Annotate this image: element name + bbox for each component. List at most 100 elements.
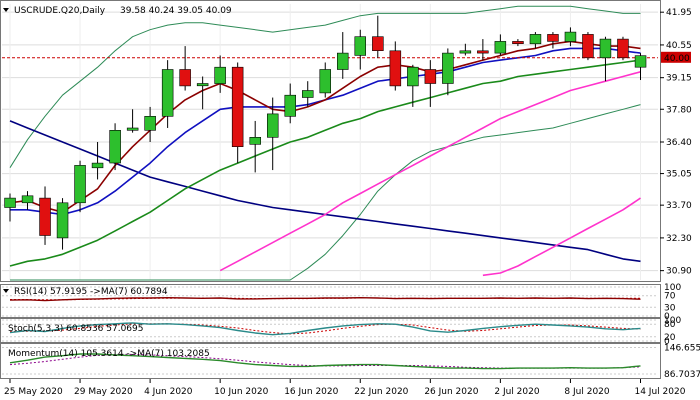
time-axis-tick-label: 8 Jul 2020 — [564, 387, 609, 397]
price-axis-tick-label: 37.80 — [666, 105, 692, 115]
stochastic-main-line — [9, 322, 641, 336]
symbol-dropdown-icon — [3, 8, 9, 12]
bearish-candle — [617, 38, 629, 59]
rsi-label: RSI(14) 57.9195 ->MA(7) 60.7894 — [14, 287, 168, 297]
rsi-pane-frame — [0, 284, 661, 318]
price-axis-tick-label: 36.40 — [666, 138, 692, 148]
upper-band-line — [9, 5, 641, 168]
bearish-candle — [39, 197, 51, 236]
bearish-candle — [547, 34, 559, 42]
current-price-tag-box — [661, 51, 691, 63]
bullish-candle — [494, 41, 507, 54]
time-axis-tick-label: 4 Jun 2020 — [144, 387, 193, 397]
bullish-candle — [354, 36, 366, 56]
magenta-short-ma-line — [482, 197, 641, 277]
bullish-candle — [319, 69, 331, 94]
bearish-candle — [372, 36, 384, 52]
bullish-candle — [634, 55, 647, 68]
bullish-candle — [214, 66, 226, 84]
stochastic-label: Stoch(5,3,3) 60.8536 57.0695 — [8, 324, 143, 334]
bullish-candle — [284, 94, 296, 117]
stochastic-axis-tick-label: 80 — [664, 320, 676, 330]
price-grid — [2, 4, 658, 280]
rsi-axis-tick-label: 0 — [664, 312, 670, 322]
bullish-candle — [529, 34, 542, 45]
time-axis-tick-label: 2 Jul 2020 — [494, 387, 539, 397]
bullish-candle — [407, 66, 419, 87]
bullish-candle — [336, 52, 349, 70]
bearish-candle — [477, 50, 489, 54]
bullish-candle — [144, 116, 156, 131]
bearish-candle — [389, 50, 402, 87]
stochastic-lines — [9, 322, 641, 336]
magenta-ma-line — [219, 71, 641, 272]
time-axis-tick-label: 29 May 2020 — [74, 387, 133, 397]
bullish-candle — [459, 50, 472, 54]
rsi-axis-tick-label: 30 — [664, 303, 676, 313]
rsi-dropdown-icon — [3, 289, 9, 293]
rsi-axis-tick-label: 70 — [664, 292, 676, 302]
time-axis-tick-label: 22 Jun 2020 — [354, 387, 408, 397]
price-axis-tick-label: 39.15 — [666, 74, 692, 84]
momentum-axis-tick-label: 86.7037 — [664, 370, 700, 380]
bullish-candle — [4, 197, 16, 208]
bullish-candle — [599, 38, 612, 59]
bullish-candle — [564, 31, 577, 42]
bullish-candle — [126, 127, 139, 131]
price-axis-tick-label: 32.30 — [666, 234, 692, 244]
chart-symbol-title: USCRUDE.Q20,Daily — [14, 6, 106, 16]
price-axis-tick-label: 41.95 — [666, 8, 692, 18]
price-axis-tick-label: 33.70 — [666, 201, 692, 211]
momentum-label: Momentum(14) 105.3614 ->MA(7) 103.2085 — [8, 349, 210, 359]
stochastic-axis-tick-label: 100 — [664, 316, 681, 326]
bullish-candle — [21, 195, 34, 204]
stochastic-axis-tick-label: 20 — [664, 333, 676, 343]
bullish-candle — [56, 202, 69, 239]
time-axis-tick-label: 10 Jun 2020 — [214, 387, 268, 397]
stochastic-signal-line — [9, 323, 641, 335]
momentum-lines — [9, 353, 641, 370]
price-axis-tick-label: 30.90 — [666, 267, 692, 277]
bullish-candle — [442, 52, 454, 84]
current-price-tag: 40.00 — [661, 51, 691, 64]
bullish-candle — [301, 90, 314, 98]
momentum-axis: 146.655 86.7037 — [664, 343, 700, 380]
bullish-candle — [91, 162, 104, 169]
momentum-axis-tick-label: 146.655 — [664, 343, 700, 353]
bearish-candle — [424, 69, 437, 84]
bullish-candle — [74, 165, 86, 204]
bullish-candle — [196, 83, 209, 87]
momentum-main-line — [9, 353, 641, 370]
bullish-candle — [161, 69, 174, 117]
bearish-candle — [512, 41, 524, 45]
price-axis-tick-label: 40.55 — [666, 41, 692, 51]
momentum-pane: 146.655 86.7037 Momentum(14) 105.3614 ->M… — [0, 343, 700, 380]
rsi-grid — [2, 286, 658, 317]
momentum-grid — [2, 346, 658, 375]
rsi-axis-tick-label: 100 — [664, 283, 681, 293]
bearish-candle — [582, 34, 594, 59]
bearish-candle — [179, 69, 191, 87]
time-axis: 25 May 2020 29 May 2020 4 Jun 2020 10 Jun 2… — [4, 379, 686, 397]
envelope-bands — [9, 5, 641, 281]
bullish-candle — [266, 113, 279, 138]
chart-ohlc-readout: 39.58 40.24 39.05 40.09 — [120, 6, 232, 16]
momentum-pane-frame — [0, 343, 661, 379]
time-axis-tick-label: 14 Jul 2020 — [634, 387, 685, 397]
candlesticks — [4, 15, 647, 250]
current-price-tag-label: 40.00 — [664, 54, 690, 64]
green-ma-line — [9, 59, 641, 267]
lower-band-line — [10, 104, 641, 281]
price-pane: 41.95 40.55 39.15 37.80 36.40 35.05 33.70 32.30… — [0, 0, 692, 282]
price-axis: 41.95 40.55 39.15 37.80 36.40 35.05 33.70 32.30… — [660, 8, 692, 277]
bullish-candle — [249, 137, 262, 145]
price-axis-tick-label: 35.05 — [666, 170, 692, 180]
time-axis-tick-label: 25 May 2020 — [4, 387, 63, 397]
bearish-candle — [231, 66, 244, 147]
bullish-candle — [109, 130, 121, 164]
stochastic-axis-tick-label: 0 — [664, 337, 670, 347]
